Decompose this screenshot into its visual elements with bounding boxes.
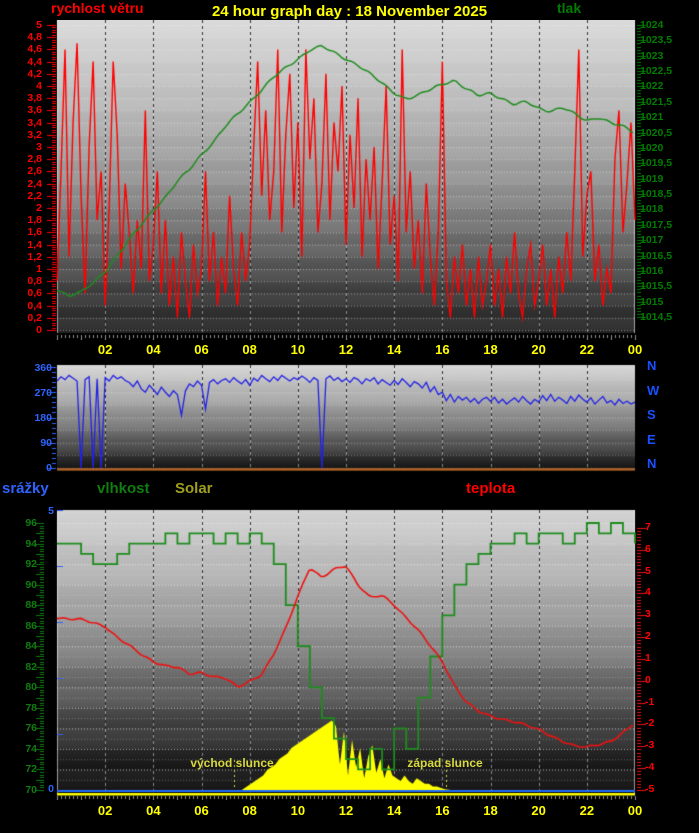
tick-label: 14 [386, 803, 402, 818]
tick-label: 00 [627, 803, 643, 818]
tick-label: 02 [97, 342, 113, 357]
wind-pressure-chart [0, 20, 699, 340]
tick-label: 18 [483, 342, 498, 357]
tick-label: 22 [579, 803, 595, 818]
humidity-label: vlhkost [97, 480, 150, 497]
tick-label: 02 [97, 803, 113, 818]
tick-label: 00 [627, 342, 643, 357]
wind-speed-title: rychlost větru [51, 0, 144, 16]
tick-label: 12 [338, 803, 354, 818]
sunset-annotation: západ slunce [407, 756, 483, 770]
wind-direction-chart [0, 363, 699, 475]
pressure-title: tlak [557, 0, 582, 16]
tick-label: 10 [290, 803, 306, 818]
tick-label: 08 [242, 803, 257, 818]
tick-label: 16 [435, 803, 450, 818]
tick-label: 04 [146, 342, 161, 357]
tick-label: 12 [338, 342, 354, 357]
tick-label: 20 [531, 803, 546, 818]
tick-label: 08 [242, 342, 257, 357]
sunrise-annotation: východ slunce [190, 756, 274, 770]
tick-label: 06 [194, 803, 209, 818]
tick-label: 14 [386, 342, 402, 357]
humidity-solar-temperature-chart [0, 508, 699, 800]
temperature-label: teplota [466, 480, 516, 497]
tick-label: 22 [579, 342, 595, 357]
precipitation-label: srážky [2, 480, 49, 497]
tick-label: 20 [531, 342, 546, 357]
tick-label: 16 [435, 342, 450, 357]
tick-label: 10 [290, 342, 306, 357]
page-title: 24 hour graph day : 18 November 2025 [211, 3, 488, 20]
tick-label: 06 [194, 342, 209, 357]
solar-label: Solar [175, 480, 213, 497]
tick-label: 04 [146, 803, 161, 818]
tick-label: 18 [483, 803, 498, 818]
